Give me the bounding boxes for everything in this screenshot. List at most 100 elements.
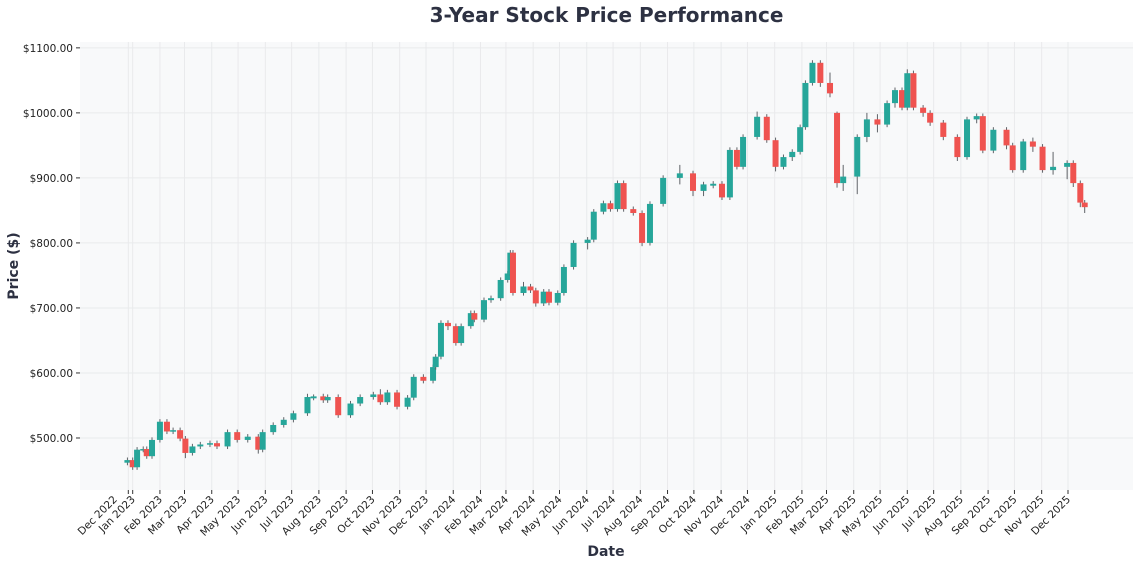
candle-body [270,424,277,433]
candle-body [639,213,646,243]
candle-body [404,397,411,407]
candle-down [377,389,384,405]
candle-up [432,354,439,370]
candle-down [532,287,539,307]
candle-down [1081,200,1088,214]
candle-up [590,209,597,243]
candle-body [1029,141,1036,147]
candle-down [874,114,881,133]
candle-body [255,436,262,450]
candle-up [964,116,971,160]
candle-up [244,434,251,443]
candle-up [304,393,311,416]
candle-body [884,103,891,125]
candle-down [234,429,241,443]
candle-up [1050,151,1057,175]
candle-body [244,436,251,440]
y-tick-label: $800.00 [30,238,73,250]
plot-area [80,42,1133,490]
candle-body [410,376,417,398]
candle-body [827,82,834,94]
candle-up [600,200,607,215]
candle-down [143,446,150,459]
candle-body [432,356,439,368]
candle-down [979,113,986,154]
candle-up [802,80,809,130]
candle-up [458,323,465,346]
candle-body [177,430,184,439]
candle-body [754,116,761,137]
candle-body [1050,166,1057,171]
candle-up [700,181,707,197]
candle-up [189,443,196,456]
candle-down [182,436,189,459]
candle-body [614,183,621,210]
candle-up [973,113,980,124]
candle-body [320,396,327,401]
candle-up [614,180,621,212]
candle-up [891,87,898,108]
candle-body [134,449,141,468]
candle-up [854,134,861,195]
candle-body [964,119,971,158]
candle-body [979,116,986,151]
candle-up [554,290,561,306]
candle-up [560,264,567,296]
candle-up [197,441,204,450]
candle-body [927,112,934,123]
candle-up [840,164,847,191]
candle-body [733,149,740,167]
candle-body [646,203,653,243]
candle-body [780,157,787,167]
candle-body [690,173,697,191]
candle-down [255,434,262,454]
candle-up [134,447,141,470]
candle-down [763,114,770,143]
candle-up [370,391,377,400]
candle-body [347,403,354,416]
candle-up [809,60,816,86]
candle-down [817,60,824,87]
candle-up [740,134,747,170]
candle-body [863,119,870,137]
candle-body [1039,146,1046,171]
candle-up [140,446,147,453]
candle-up [520,281,527,296]
candle-body [384,392,391,403]
candle-body [554,292,561,303]
candle-down [772,137,779,172]
candle-body [545,291,552,303]
candle-body [471,313,478,320]
candle-body [817,62,824,83]
candle-body [488,298,495,301]
candle-body [259,432,266,450]
candle-body [163,421,170,432]
candle-body [590,211,597,240]
candle-up [149,437,156,459]
candle-body [532,290,539,304]
candle-body [452,326,459,344]
candle-body [290,413,297,420]
candle-body [206,443,213,445]
candle-down [910,70,917,111]
candle-body [840,176,847,184]
candle-body [973,116,980,120]
candle-body [170,430,177,432]
candle-up [480,297,487,323]
candle-down [394,389,401,410]
candle-up [324,394,331,403]
candle-down [630,206,637,216]
candle-body [772,140,779,167]
candle-up [404,395,411,410]
candle-body [789,151,796,158]
candle-body [899,90,906,108]
candle-down [1029,137,1036,152]
candle-down [620,180,627,212]
candle-down [129,457,136,470]
candle-down [545,289,552,306]
candle-body [509,252,516,293]
candle-up [904,69,911,111]
candle-body [444,322,451,327]
